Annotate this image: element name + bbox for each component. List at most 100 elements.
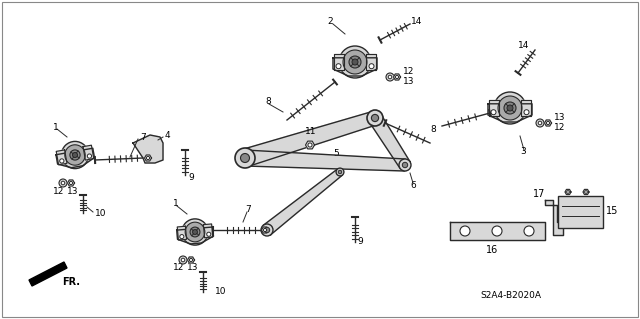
Text: 10: 10 (95, 209, 106, 218)
Circle shape (339, 170, 342, 174)
Polygon shape (83, 145, 93, 160)
Circle shape (369, 64, 374, 69)
Text: 13: 13 (67, 187, 79, 196)
Text: 5: 5 (333, 150, 339, 159)
Text: 12: 12 (403, 68, 414, 77)
FancyBboxPatch shape (558, 196, 603, 228)
Circle shape (547, 122, 550, 125)
Text: 1: 1 (173, 199, 179, 209)
Circle shape (179, 256, 187, 264)
Circle shape (147, 156, 150, 160)
Circle shape (60, 159, 64, 163)
Circle shape (371, 115, 379, 122)
Text: 15: 15 (606, 206, 618, 216)
Polygon shape (394, 74, 401, 80)
Text: FR.: FR. (62, 277, 80, 287)
Circle shape (189, 258, 193, 262)
Circle shape (264, 228, 267, 232)
Polygon shape (545, 200, 563, 235)
Circle shape (69, 182, 72, 185)
Polygon shape (333, 58, 377, 76)
Circle shape (349, 56, 361, 68)
Text: 12: 12 (554, 123, 565, 132)
Circle shape (492, 226, 502, 236)
Circle shape (566, 191, 570, 193)
Text: 7: 7 (245, 205, 251, 214)
Text: 13: 13 (554, 114, 566, 122)
Polygon shape (145, 155, 152, 161)
Text: 13: 13 (187, 263, 198, 272)
Text: 12: 12 (173, 263, 184, 272)
Polygon shape (450, 222, 545, 240)
Circle shape (536, 119, 544, 127)
Text: 4: 4 (165, 130, 171, 139)
Circle shape (403, 162, 408, 168)
Text: S2A4-B2020A: S2A4-B2020A (480, 291, 541, 300)
Text: 6: 6 (410, 181, 416, 189)
Circle shape (193, 230, 198, 234)
Polygon shape (565, 189, 571, 195)
Polygon shape (263, 169, 342, 235)
Circle shape (308, 143, 312, 147)
Circle shape (343, 50, 367, 74)
Circle shape (336, 64, 341, 69)
Text: 7: 7 (140, 132, 146, 142)
Polygon shape (366, 54, 376, 70)
Polygon shape (244, 150, 405, 171)
Circle shape (65, 145, 85, 165)
Text: 1: 1 (53, 122, 59, 131)
Text: 9: 9 (357, 238, 363, 247)
Circle shape (498, 96, 522, 120)
Polygon shape (177, 226, 187, 240)
Text: 17: 17 (533, 189, 545, 199)
Circle shape (190, 227, 200, 237)
Text: 3: 3 (520, 147, 525, 157)
Polygon shape (488, 104, 532, 122)
Circle shape (181, 258, 185, 262)
Polygon shape (56, 148, 95, 168)
Circle shape (261, 224, 273, 236)
Circle shape (386, 73, 394, 81)
Circle shape (507, 105, 513, 111)
Circle shape (367, 110, 383, 126)
Circle shape (336, 168, 344, 176)
Polygon shape (369, 114, 410, 168)
Polygon shape (262, 227, 269, 233)
Polygon shape (56, 150, 67, 165)
Polygon shape (334, 54, 344, 70)
Polygon shape (188, 257, 195, 263)
Circle shape (585, 191, 588, 193)
Text: 13: 13 (403, 78, 415, 86)
Circle shape (491, 110, 496, 115)
Polygon shape (67, 180, 74, 186)
Text: 16: 16 (486, 245, 498, 255)
Circle shape (61, 141, 88, 169)
Text: 8: 8 (265, 98, 271, 107)
Circle shape (72, 152, 77, 158)
Circle shape (180, 234, 184, 239)
Circle shape (396, 75, 399, 78)
Circle shape (182, 219, 208, 245)
Polygon shape (133, 135, 163, 163)
Circle shape (504, 102, 516, 114)
Circle shape (524, 226, 534, 236)
Circle shape (494, 92, 526, 124)
Circle shape (70, 150, 80, 160)
Circle shape (264, 227, 269, 233)
Circle shape (241, 153, 250, 162)
Text: 11: 11 (305, 128, 317, 137)
Circle shape (352, 59, 358, 65)
Circle shape (538, 121, 542, 125)
Circle shape (207, 232, 211, 236)
Polygon shape (29, 262, 67, 286)
Circle shape (61, 181, 65, 185)
Polygon shape (489, 100, 499, 116)
Circle shape (524, 110, 529, 115)
Polygon shape (545, 120, 552, 126)
Circle shape (339, 46, 371, 78)
Polygon shape (305, 141, 314, 149)
Text: 14: 14 (411, 18, 422, 26)
Text: 14: 14 (518, 41, 529, 50)
Text: 12: 12 (53, 187, 65, 196)
Circle shape (460, 226, 470, 236)
